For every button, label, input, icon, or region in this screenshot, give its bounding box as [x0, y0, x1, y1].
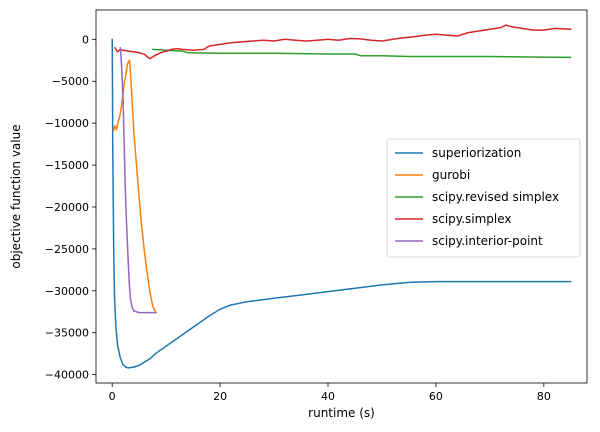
legend-label: scipy.simplex: [432, 212, 512, 226]
y-tick-label: −30000: [45, 285, 89, 298]
legend-box: [386, 138, 581, 258]
x-tick-label: 60: [429, 390, 443, 403]
y-tick-label: −35000: [45, 327, 89, 340]
series-line-superiorization: [111, 38, 572, 369]
y-tick-label: −5000: [52, 75, 89, 88]
series-line-gurobi: [112, 59, 158, 314]
y-tick-label: −40000: [45, 369, 89, 382]
y-tick-label: −25000: [45, 243, 89, 256]
y-tick-label: −10000: [45, 117, 89, 130]
x-tick-label: 0: [109, 390, 116, 403]
y-tick-label: −15000: [45, 159, 89, 172]
x-tick-label: 40: [321, 390, 335, 403]
series-line-scipy-simplex: [114, 24, 572, 60]
x-tick-label: 20: [213, 390, 227, 403]
ticks-layer: 0 20 40 60 80 0 −5000 −10000 −15000 −20000 −25000 −…: [45, 33, 551, 403]
legend-label: gurobi: [432, 168, 470, 182]
y-axis-label: objective function value: [9, 124, 23, 268]
series-line-scipy-revised-simplex: [151, 48, 572, 59]
plot-frame: [95, 9, 588, 384]
legend-label: scipy.interior-point: [432, 234, 543, 248]
series-layer: [111, 24, 572, 369]
series-line-scipy-interior-point: [119, 46, 157, 314]
y-tick-label: 0: [82, 33, 89, 46]
x-tick-label: 80: [537, 390, 551, 403]
legend-label: scipy.revised simplex: [432, 190, 559, 204]
x-axis-label: runtime (s): [308, 406, 375, 420]
y-tick-label: −20000: [45, 201, 89, 214]
legend: superiorization gurobi scipy.revised simpl…: [386, 138, 581, 258]
legend-label: superiorization: [432, 146, 521, 160]
